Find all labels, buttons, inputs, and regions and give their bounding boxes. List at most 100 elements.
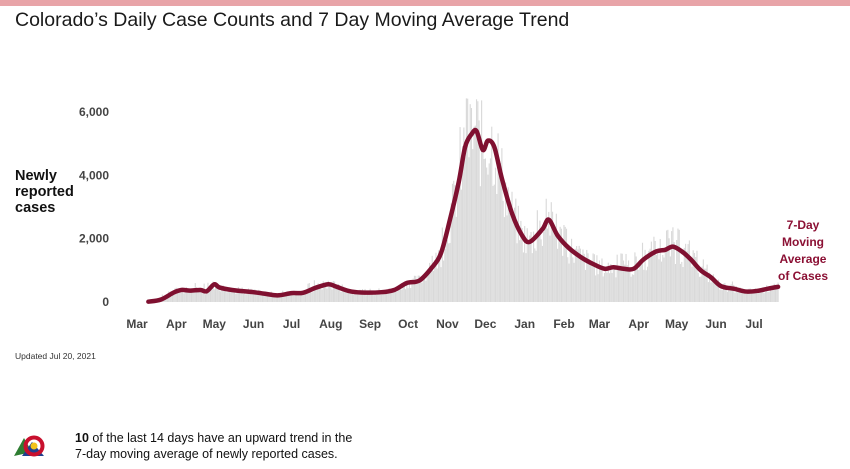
y-axis-ticks: 0 2,000 4,000 6,000 [79,105,109,309]
x-tick-label: Feb [553,317,574,331]
daily-bar [636,267,639,302]
daily-bar [463,127,465,302]
daily-bar [657,252,659,302]
daily-bar [384,294,386,302]
daily-bar [402,282,404,302]
daily-bar [666,230,668,302]
daily-bar [325,284,327,302]
daily-bar [505,182,507,302]
top-accent-bar [0,0,850,6]
daily-bar [550,202,552,302]
trend-line-1: 10 of the last 14 days have an upward tr… [75,430,352,446]
daily-bar [601,258,603,302]
daily-bar [625,253,627,302]
daily-bar [612,269,614,302]
daily-bar [591,263,593,302]
daily-bar [356,294,359,302]
daily-bar [723,283,725,302]
daily-bar [644,249,646,302]
daily-bar [354,291,356,302]
daily-bar [734,292,736,302]
daily-bar [342,286,345,302]
daily-bar [171,295,174,302]
daily-bar [465,98,467,302]
daily-bar [251,291,253,302]
daily-bar [202,289,204,302]
daily-bar [715,282,717,302]
y-axis-label-line: cases [15,200,56,216]
daily-bar [641,242,644,302]
daily-bar [672,227,674,302]
daily-bar [335,286,337,302]
daily-bar [228,287,231,302]
daily-bar [643,269,645,302]
daily-bar [322,281,324,302]
daily-bar [460,189,462,302]
daily-bar [388,288,390,302]
daily-bar [365,295,367,302]
daily-bar [638,269,640,302]
daily-bar [418,275,421,302]
daily-bar [551,211,554,302]
daily-bar [700,276,702,302]
daily-bar [264,293,266,302]
daily-bar [525,253,527,302]
daily-bar [538,230,540,302]
daily-bar [231,289,233,302]
daily-bar [621,253,623,302]
daily-bar [289,293,291,302]
daily-bar [761,291,763,302]
daily-bar [233,290,236,302]
daily-bar [477,101,479,303]
daily-bar [378,288,380,302]
daily-bar [617,269,620,302]
daily-bar [332,281,334,302]
daily-bar [522,252,524,302]
daily-bar [663,257,665,302]
daily-bar [462,146,464,302]
daily-bar [458,175,460,302]
daily-bar [359,289,361,302]
daily-bar [541,245,543,302]
daily-bar [704,268,706,302]
daily-bar [546,228,549,302]
daily-bar [719,289,721,302]
daily-bar [521,228,523,302]
daily-bar [451,183,454,302]
daily-bar [497,133,499,302]
daily-bar [498,175,500,302]
daily-bar [221,287,223,302]
daily-bar [764,291,766,302]
trend-summary: 10 of the last 14 days have an upward tr… [75,430,352,462]
daily-bar [757,292,759,302]
daily-bar [383,294,385,302]
daily-bar [733,284,735,302]
daily-bar [440,267,442,302]
daily-bar [515,198,517,302]
daily-bar [232,290,234,302]
daily-bar [711,277,713,302]
daily-bar [678,229,680,302]
daily-bar [736,292,739,302]
daily-bar [236,290,238,302]
daily-bar [620,253,622,302]
daily-bar [766,285,768,302]
x-tick-label: Jun [705,317,726,331]
daily-bar [748,288,750,302]
daily-bar [179,288,181,302]
daily-bar [275,295,277,302]
daily-bar [527,241,530,302]
daily-bar [626,265,628,302]
daily-bar [615,277,617,302]
daily-bar [710,282,712,302]
daily-bar [647,266,649,302]
daily-bar [660,261,663,302]
daily-bar [659,238,661,302]
daily-bar [624,264,626,302]
daily-bar [717,279,720,302]
y-tick-label: 6,000 [79,105,109,119]
daily-bar [492,185,494,302]
daily-bar [341,284,343,302]
daily-bar [753,290,755,302]
daily-bar [653,236,655,302]
